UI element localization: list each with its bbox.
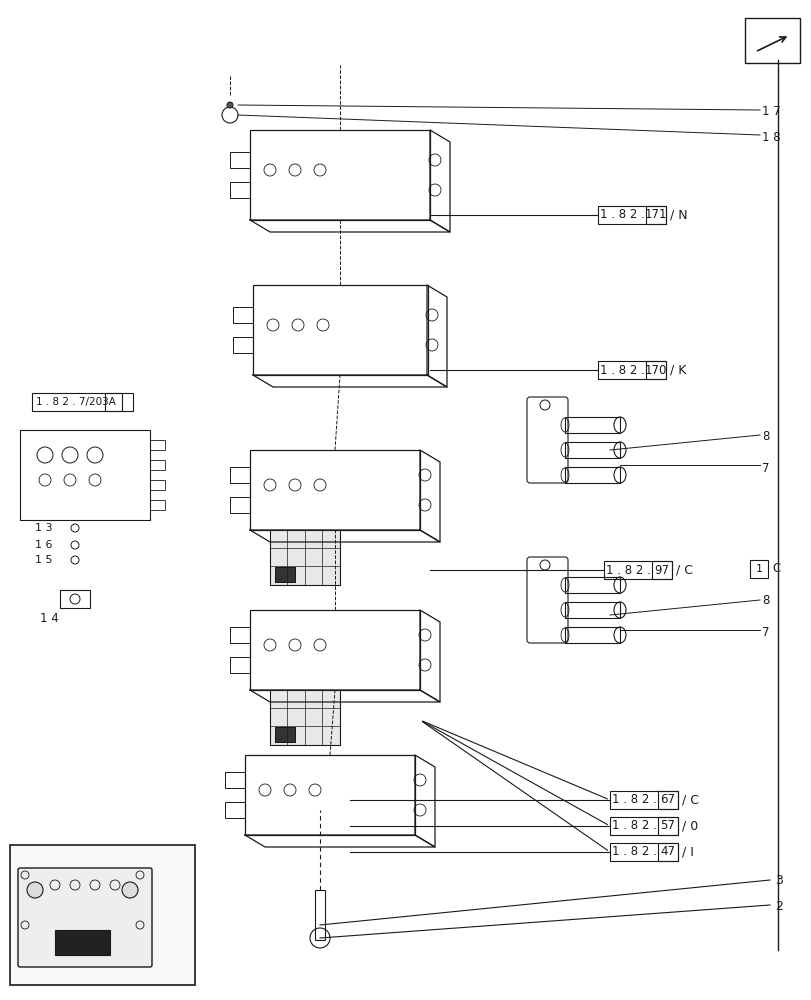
Text: 97: 97 — [654, 564, 669, 576]
Text: 2: 2 — [774, 900, 782, 913]
Text: 1 8: 1 8 — [761, 131, 779, 144]
Bar — [564, 627, 620, 643]
Bar — [270, 690, 340, 745]
Text: C: C — [771, 562, 779, 576]
Bar — [564, 417, 620, 433]
Text: / C: / C — [676, 564, 692, 576]
Text: 171: 171 — [644, 209, 667, 222]
Text: 57: 57 — [660, 819, 675, 832]
Bar — [651, 561, 672, 579]
Bar — [20, 430, 150, 520]
Bar — [597, 361, 665, 379]
Bar — [250, 610, 419, 690]
Bar — [275, 567, 294, 582]
Bar — [233, 307, 253, 323]
FancyBboxPatch shape — [18, 868, 152, 967]
Bar — [230, 152, 250, 168]
Bar — [60, 590, 90, 608]
Bar — [230, 467, 250, 483]
Bar — [657, 817, 677, 835]
Bar — [105, 393, 133, 411]
Text: 1 . 8 2 .: 1 . 8 2 . — [599, 363, 644, 376]
Text: 1 4: 1 4 — [40, 611, 58, 624]
Bar — [646, 206, 665, 224]
Circle shape — [122, 882, 138, 898]
Text: 1 . 8 2 .: 1 . 8 2 . — [611, 793, 655, 806]
Circle shape — [27, 882, 43, 898]
Bar — [657, 843, 677, 861]
Bar — [253, 285, 427, 375]
Bar — [609, 791, 677, 809]
Bar — [250, 450, 419, 530]
Text: / 0: / 0 — [681, 819, 697, 832]
Bar — [564, 602, 620, 618]
Text: 3: 3 — [774, 874, 782, 887]
Text: 1 . 8 2 . 7/203A: 1 . 8 2 . 7/203A — [36, 397, 116, 407]
Bar — [275, 567, 294, 582]
Bar — [270, 530, 340, 585]
Bar — [32, 393, 122, 411]
Text: / C: / C — [681, 793, 698, 806]
Bar — [275, 727, 294, 742]
Text: 47: 47 — [659, 845, 675, 858]
Bar — [749, 560, 767, 578]
Text: / K: / K — [669, 363, 685, 376]
Text: 67: 67 — [659, 793, 675, 806]
Bar — [230, 182, 250, 198]
Bar — [275, 727, 294, 742]
Bar — [564, 442, 620, 458]
Bar — [597, 206, 665, 224]
Bar — [10, 845, 195, 985]
Text: 1 6: 1 6 — [35, 540, 53, 550]
Bar — [609, 843, 677, 861]
Bar — [646, 361, 665, 379]
Bar — [245, 755, 414, 835]
Text: / N: / N — [669, 209, 687, 222]
Bar — [233, 337, 253, 353]
Text: 7: 7 — [761, 626, 769, 640]
Text: 1 . 8 2 .: 1 . 8 2 . — [611, 845, 655, 858]
Bar — [225, 802, 245, 818]
Text: 7: 7 — [761, 462, 769, 475]
Bar — [55, 930, 109, 955]
Circle shape — [227, 102, 233, 108]
Bar — [657, 791, 677, 809]
Text: 1 5: 1 5 — [35, 555, 53, 565]
Bar — [230, 497, 250, 513]
Bar — [315, 890, 324, 940]
Bar — [230, 627, 250, 643]
Bar — [564, 577, 620, 593]
Bar — [250, 130, 430, 220]
Bar — [744, 18, 799, 63]
Bar — [225, 772, 245, 788]
Text: 1: 1 — [754, 564, 762, 574]
Text: 1 7: 1 7 — [761, 105, 780, 118]
Text: 8: 8 — [761, 594, 769, 607]
Bar — [603, 561, 672, 579]
Text: 1 3: 1 3 — [35, 523, 53, 533]
Bar — [150, 460, 165, 470]
Bar — [609, 817, 677, 835]
Bar — [150, 440, 165, 450]
Text: 170: 170 — [644, 363, 667, 376]
Text: 1 . 8 2 .: 1 . 8 2 . — [599, 209, 644, 222]
Text: 1 . 8 2 .: 1 . 8 2 . — [605, 564, 650, 576]
Text: 1 . 8 2 .: 1 . 8 2 . — [611, 819, 655, 832]
Bar — [150, 500, 165, 510]
Text: 8: 8 — [761, 430, 769, 442]
Bar — [564, 467, 620, 483]
Bar — [230, 657, 250, 673]
Text: / I: / I — [681, 845, 693, 858]
Bar — [150, 480, 165, 490]
